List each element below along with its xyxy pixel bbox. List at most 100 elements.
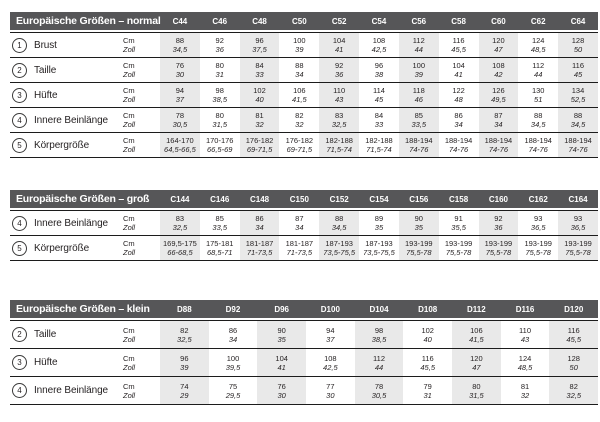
zoll-value: 32 bbox=[520, 390, 530, 400]
unit-cm-label: Cm bbox=[123, 86, 135, 95]
cm-value: 188-194 bbox=[405, 136, 433, 145]
cm-value: 193-199 bbox=[484, 239, 513, 248]
zoll-value: 47 bbox=[494, 45, 503, 54]
data-cell: 84 33 bbox=[239, 58, 280, 82]
zoll-value: 30,5 bbox=[371, 390, 387, 400]
data-cell: 170-176 66,5-69 bbox=[200, 133, 240, 157]
data-cell: 188-194 74-76 bbox=[398, 133, 439, 157]
zoll-value: 45,5 bbox=[451, 45, 466, 54]
zoll-value: 41 bbox=[334, 45, 344, 54]
data-cell: 114 45 bbox=[359, 83, 399, 107]
cm-value: 76 bbox=[175, 61, 185, 70]
data-cell: 88 34 bbox=[279, 58, 319, 82]
zoll-value: 37,5 bbox=[252, 45, 267, 54]
table-row: 2 Taille Cm Zoll 82 32,5 86 34 90 35 94 37 98 38,5 102… bbox=[10, 320, 599, 349]
zoll-value: 38 bbox=[374, 70, 384, 79]
cm-value: 80 bbox=[215, 61, 224, 70]
cm-value: 193-199 bbox=[444, 239, 473, 248]
data-cell: 182-188 71,5-74 bbox=[319, 133, 360, 157]
cm-value: 116 bbox=[567, 325, 580, 335]
unit-zoll-label: Zoll bbox=[123, 362, 136, 372]
cm-value: 102 bbox=[253, 86, 266, 95]
data-cell: 102 40 bbox=[239, 83, 280, 107]
data-cell: 126 49,5 bbox=[478, 83, 519, 107]
unit-zoll-label: Zoll bbox=[123, 223, 136, 232]
data-cell: 164-170 64,5-66,5 bbox=[160, 133, 200, 157]
cm-value: 112 bbox=[373, 353, 385, 363]
cm-value: 80 bbox=[472, 381, 481, 391]
cm-value: 182-188 bbox=[325, 136, 353, 145]
zoll-value: 30 bbox=[326, 390, 335, 400]
data-cell: 94 37 bbox=[160, 83, 200, 107]
data-cell: 77 30 bbox=[306, 377, 355, 404]
zoll-value: 45,5 bbox=[566, 334, 582, 344]
data-cell: 82 32,5 bbox=[549, 377, 599, 404]
row-label-cell: 2 Taille bbox=[10, 58, 123, 82]
unit-cell: Cm Zoll bbox=[123, 83, 160, 107]
data-cell: 80 31,5 bbox=[452, 377, 501, 404]
cm-value: 81 bbox=[255, 111, 264, 120]
size-column-header: C62 bbox=[530, 16, 546, 26]
data-cell: 80 31,5 bbox=[200, 108, 240, 132]
data-cell: 118 46 bbox=[398, 83, 439, 107]
data-cell: 108 42,5 bbox=[306, 349, 355, 376]
cm-value: 116 bbox=[452, 36, 465, 45]
row-number-badge: 5 bbox=[12, 137, 27, 153]
size-column-header: C50 bbox=[292, 16, 307, 26]
cm-value: 82 bbox=[295, 111, 304, 120]
data-cell: 96 37,5 bbox=[239, 33, 280, 57]
size-column-header: D92 bbox=[225, 304, 241, 314]
size-column-header: D96 bbox=[274, 304, 290, 314]
cm-value: 108 bbox=[492, 61, 505, 70]
cm-value: 176-182 bbox=[285, 136, 314, 145]
size-column-header: C48 bbox=[252, 16, 267, 26]
cm-value: 181-187 bbox=[245, 239, 274, 248]
zoll-value: 29,5 bbox=[225, 390, 241, 400]
size-column-header: C56 bbox=[411, 16, 427, 26]
data-cell: 169,5-175 66-68,5 bbox=[160, 236, 200, 260]
zoll-value: 46 bbox=[414, 95, 423, 104]
data-cell: 90 35 bbox=[398, 211, 439, 235]
data-cell: 86 34 bbox=[439, 108, 479, 132]
zoll-value: 30 bbox=[175, 70, 185, 79]
zoll-value: 36 bbox=[334, 70, 344, 79]
zoll-value: 75,5-78 bbox=[485, 248, 512, 257]
zoll-value: 33,5 bbox=[411, 120, 427, 129]
data-cell: 74 29 bbox=[160, 377, 209, 404]
zoll-value: 35,5 bbox=[451, 223, 466, 232]
cm-value: 122 bbox=[452, 86, 465, 95]
data-cell: 104 41 bbox=[319, 33, 360, 57]
size-column-header: C46 bbox=[212, 16, 228, 26]
cm-value: 74 bbox=[180, 381, 189, 391]
zoll-value: 34 bbox=[494, 120, 503, 129]
zoll-value: 41 bbox=[277, 362, 286, 372]
row-label: Innere Beinlänge bbox=[34, 385, 109, 396]
zoll-value: 32 bbox=[255, 120, 264, 129]
cm-value: 112 bbox=[412, 36, 425, 45]
cm-value: 96 bbox=[255, 36, 264, 45]
zoll-value: 41,5 bbox=[292, 95, 307, 104]
zoll-value: 50 bbox=[569, 362, 578, 372]
data-cell: 100 39 bbox=[279, 33, 319, 57]
row-label: Körpergröße bbox=[34, 139, 90, 151]
cm-value: 170-176 bbox=[205, 136, 234, 145]
cm-value: 104 bbox=[275, 353, 288, 363]
size-column-header: D120 bbox=[564, 304, 584, 314]
data-cell: 98 38,5 bbox=[200, 83, 240, 107]
cm-value: 164-170 bbox=[166, 136, 194, 145]
zoll-value: 73,5-75,5 bbox=[323, 248, 355, 257]
zoll-value: 71-73,5 bbox=[246, 248, 273, 257]
zoll-value: 74-76 bbox=[488, 145, 508, 154]
data-cell: 128 50 bbox=[549, 349, 599, 376]
data-cell: 78 30,5 bbox=[354, 377, 404, 404]
row-label-cell: 3 Hüfte bbox=[10, 349, 123, 376]
data-cell: 116 45 bbox=[558, 58, 598, 82]
size-column-header: C54 bbox=[371, 16, 387, 26]
row-label: Hüfte bbox=[34, 357, 58, 368]
row-number-badge: 3 bbox=[12, 87, 27, 103]
size-column-header: D108 bbox=[418, 304, 438, 314]
cm-value: 116 bbox=[421, 353, 434, 363]
data-cell: 188-194 74-76 bbox=[558, 133, 598, 157]
row-label: Taille bbox=[34, 64, 57, 76]
zoll-value: 34 bbox=[295, 223, 304, 232]
